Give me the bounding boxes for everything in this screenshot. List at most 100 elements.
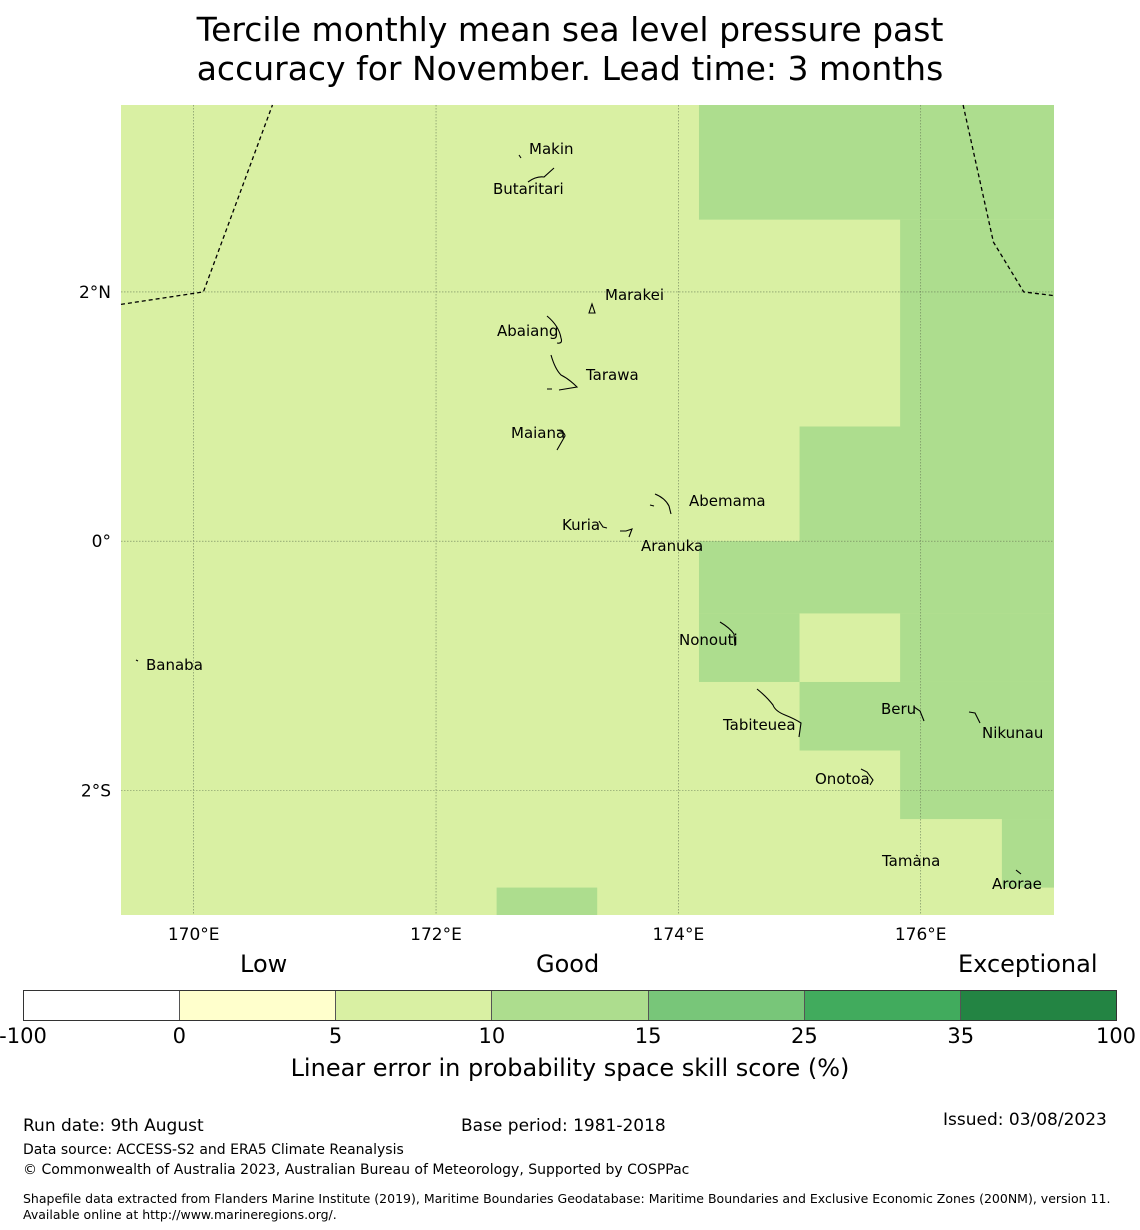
island-nonouti: Nonouti [679, 621, 738, 649]
eez-boundaries [120, 104, 1055, 306]
island-makin: Makin [518, 140, 574, 159]
skill-cell-1 [900, 219, 1054, 427]
colorbar-category-good: Good [536, 950, 600, 978]
island-label: Abemama [689, 492, 766, 510]
island-outline [860, 768, 874, 786]
colorbar-segment-6 [960, 991, 1116, 1020]
skill-cell-0 [698, 105, 1054, 220]
lon-tick-label: 176°E [895, 925, 947, 945]
island-banaba: Banaba [135, 656, 203, 674]
island-outline [968, 711, 981, 724]
island-label: Maiana [511, 424, 565, 442]
island-outline [620, 528, 633, 538]
island-beru: Beru [881, 700, 925, 722]
data-source: Data source: ACCESS-S2 and ERA5 Climate … [23, 1142, 404, 1158]
lon-tick-label: 170°E [168, 925, 220, 945]
colorbar-label: Linear error in probability space skill … [290, 1054, 850, 1082]
island-label: Arorae [992, 875, 1042, 893]
colorbar-tick-label: 100 [1095, 1024, 1137, 1048]
island-tarawa: Tarawa [547, 354, 639, 391]
island-aranuka: Aranuka [620, 528, 703, 555]
axis-ticks: 170°E 172°E 174°E 176°E 2°N 0° 2°S [79, 283, 947, 945]
island-tabiteuea: Tabiteuea [722, 688, 802, 738]
colorbar-segment-3 [492, 991, 649, 1020]
island-label: Butaritari [493, 180, 564, 198]
skill-cell-7 [900, 750, 1054, 820]
skill-map: Makin Butaritari Marakei Abaiang Tarawa Maian… [79, 104, 1055, 945]
lat-tick-label: 2°S [81, 781, 111, 801]
island-kuria: Kuria [562, 516, 608, 534]
island-abemama: Abemama [649, 492, 766, 515]
skill-cell-2 [799, 426, 1054, 542]
colorbar-segment-0 [24, 991, 181, 1020]
lon-tick-label: 172°E [410, 925, 462, 945]
colorbar-tick-label: 35 [947, 1024, 975, 1048]
island-outline [719, 621, 736, 647]
run-date: Run date: 9th August [23, 1116, 204, 1136]
island-label: Aranuka [641, 537, 703, 555]
colorbar [23, 990, 1117, 1021]
island-label: Beru [881, 700, 916, 718]
lon-tick-label: 174°E [653, 925, 705, 945]
island-outline [913, 706, 925, 722]
island-label: Onotoa [815, 770, 870, 788]
lat-tick-label: 2°N [79, 283, 111, 303]
island-outline [1015, 869, 1022, 875]
island-outline [588, 302, 596, 314]
colorbar-tick-label: 10 [478, 1024, 506, 1048]
colorbar-tick-label: 25 [791, 1024, 818, 1048]
island-outline [649, 493, 672, 515]
island-outline [135, 659, 139, 662]
island-maiana: Maiana [511, 424, 566, 451]
island-outline [546, 315, 563, 344]
island-label: Kuria [562, 516, 600, 534]
skill-cell-3 [698, 541, 1054, 614]
island-outline [527, 167, 555, 183]
shapefile-note: Shapefile data extracted from Flanders M… [23, 1191, 1111, 1222]
island-label: Nonouti [679, 631, 738, 649]
island-label: Tamana [881, 852, 940, 870]
colorbar-category-exceptional: Exceptional [958, 950, 1098, 978]
island-outline [547, 354, 579, 391]
island-nikunau: Nikunau [968, 711, 1043, 742]
skill-cell-8 [1001, 819, 1054, 888]
copyright: © Commonwealth of Australia 2023, Austra… [23, 1162, 690, 1178]
colorbar-tick-label: 5 [328, 1024, 343, 1048]
island-marakei: Marakei [588, 286, 664, 314]
island-label: Tarawa [585, 366, 639, 384]
island-outline [556, 429, 566, 451]
island-outline [915, 854, 919, 857]
island-onotoa: Onotoa [815, 768, 874, 788]
island-outline [598, 520, 608, 529]
skill-cell-5 [900, 613, 1054, 682]
colorbar-segment-4 [648, 991, 805, 1020]
skill-cell-4 [698, 613, 800, 682]
colorbar-tick-label: 0 [172, 1024, 186, 1048]
colorbar-category-low: Low [240, 950, 288, 978]
colorbar-tick-label: 15 [634, 1024, 662, 1048]
colorbar-tick-label: -100 [0, 1024, 47, 1048]
island-label: Abaiang [497, 322, 558, 340]
colorbar-segment-5 [804, 991, 961, 1020]
island-label: Nikunau [982, 724, 1043, 742]
skill-cell-6 [799, 681, 1054, 751]
island-label: Marakei [605, 286, 664, 304]
lat-tick-label: 0° [92, 532, 111, 552]
graticule [121, 105, 1054, 915]
issued-date: Issued: 03/08/2023 [943, 1110, 1107, 1130]
skill-cell-9 [496, 887, 598, 915]
colorbar-segment-2 [336, 991, 493, 1020]
island-tamana: Tamana [881, 852, 940, 870]
island-label: Tabiteuea [722, 716, 796, 734]
skill-cells [121, 105, 1054, 915]
eez-boundary-line [962, 104, 1055, 297]
island-arorae: Arorae [992, 869, 1042, 893]
colorbar-segment-1 [180, 991, 337, 1020]
island-label: Makin [529, 140, 574, 158]
island-outline [518, 154, 522, 159]
island-outline [756, 688, 802, 738]
islands: Makin Butaritari Marakei Abaiang Tarawa Maian… [135, 140, 1043, 893]
island-label: Banaba [146, 656, 203, 674]
map-title: Tercile monthly mean sea level pressure … [196, 10, 944, 88]
island-butaritari: Butaritari [493, 167, 564, 198]
